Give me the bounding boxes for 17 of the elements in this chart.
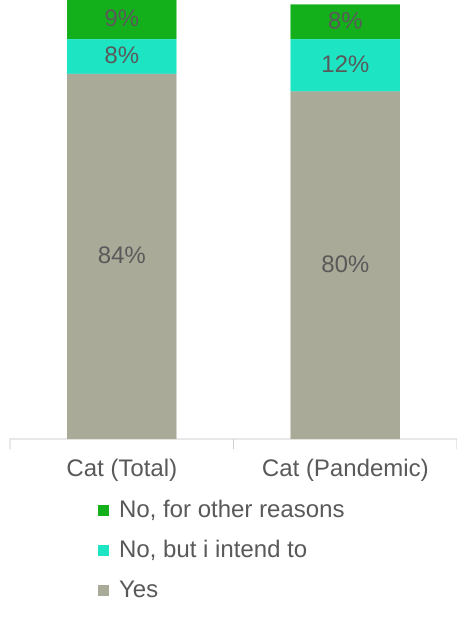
data-label: 80% [321,250,370,278]
bar [290,4,400,40]
bar [66,74,177,440]
bar [66,39,177,74]
x-tick-label: Cat (Pandemic) [262,455,429,482]
data-label: 8% [104,42,140,70]
data-label: 9% [104,5,140,32]
data-label: 84% [98,242,146,270]
bar [290,91,400,440]
legend-label: No, for other reasons [119,496,344,524]
bar [66,0,177,40]
data-label: 12% [321,50,370,78]
legend-label: No, but i intend to [119,536,308,564]
bar [290,39,400,92]
x-tick-label: Cat (Total) [66,455,178,482]
legend-label: Yes [119,576,158,604]
data-label: 8% [328,7,363,34]
